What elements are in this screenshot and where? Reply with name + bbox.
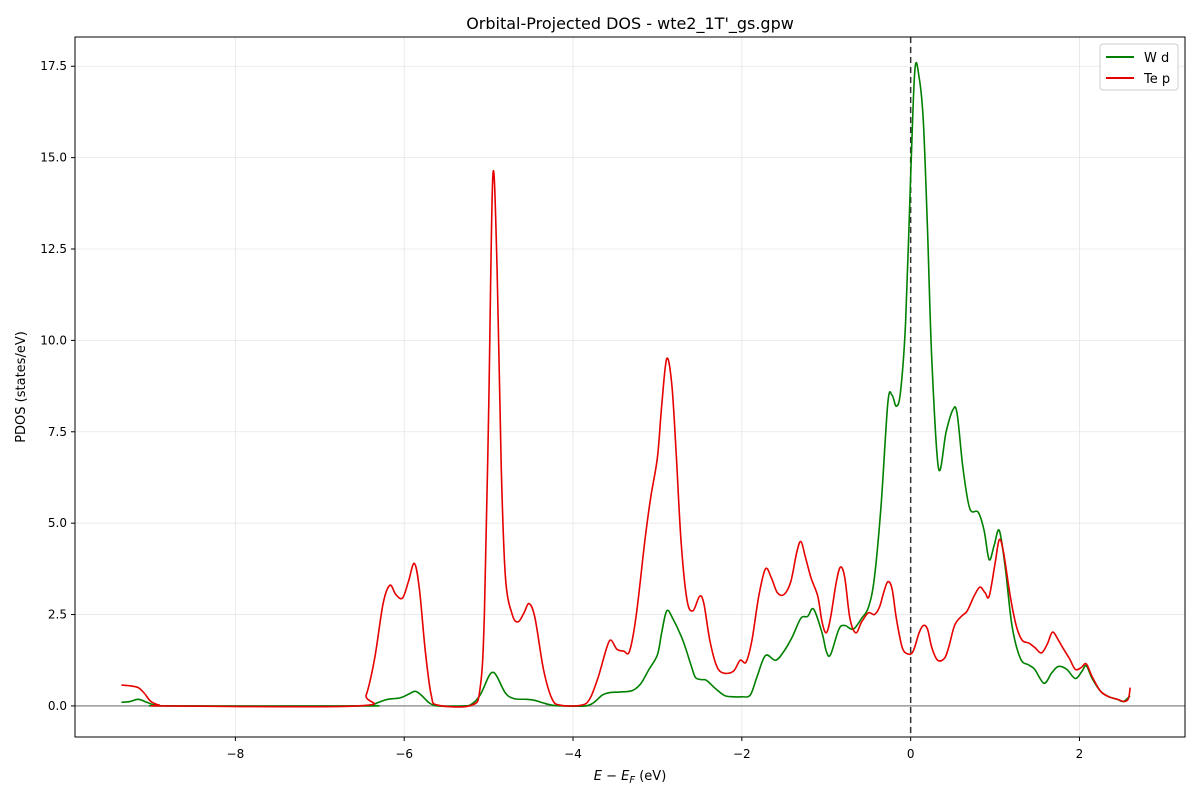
series-line-te-p [121,170,1131,708]
tick-layer: −8 −6 −4 −2 0 2 0.0 2.5 5.0 7.5 10.0 12.5 15.0 17.5 [40,59,1083,761]
y-tick-label: 5.0 [48,516,67,530]
x-tick-label: 0 [907,747,915,761]
x-axis-title-sub: F [629,775,635,786]
y-tick-label: 15.0 [40,151,67,165]
y-tick-label: 10.0 [40,333,67,347]
y-tick-label: 12.5 [40,242,67,256]
legend-label-te-p: Te p [1143,72,1170,87]
y-tick-label: 17.5 [40,59,67,73]
legend: W d Te p [1099,43,1179,91]
y-tick-label: 0.0 [48,699,67,713]
x-axis-title-unit: (eV) [635,769,666,784]
x-axis-title-main: E − E [594,769,630,784]
series-line-w-d [121,61,1131,708]
y-tick-label: 7.5 [48,425,67,439]
x-tick-label: −6 [395,747,413,761]
x-tick-label: −4 [564,747,582,761]
y-tick-label: 2.5 [48,608,67,622]
series-layer [121,61,1131,708]
x-tick-label: −2 [733,747,751,761]
x-tick-label: −8 [227,747,245,761]
x-tick-label: 2 [1076,747,1084,761]
plot-frame [74,36,1186,738]
legend-label-w-d: W d [1144,51,1169,66]
y-axis-title: PDOS (states/eV) [14,331,29,443]
chart-title: Orbital-Projected DOS - wte2_1T'_gs.gpw [466,14,794,34]
x-axis-title: E − EF (eV) [594,769,667,786]
